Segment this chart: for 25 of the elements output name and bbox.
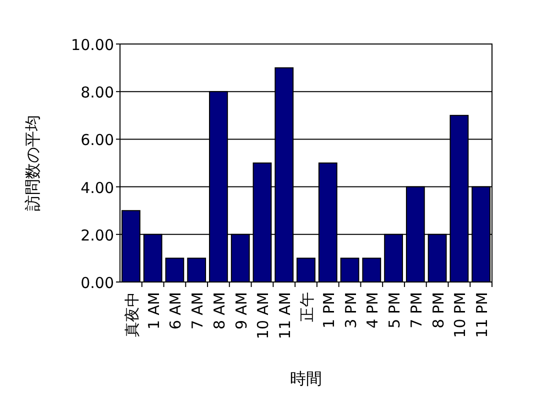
y-tick-label: 4.00 <box>80 178 114 197</box>
x-tick-label: 4 PM <box>364 292 382 328</box>
x-tick-label: 7 PM <box>407 292 426 328</box>
x-tick-label: 8 PM <box>429 292 448 328</box>
x-tick-label: 11 PM <box>473 292 492 338</box>
x-tick-label: 11 AM <box>276 292 294 340</box>
y-tick-label: 6.00 <box>80 131 114 150</box>
y-tick-label: 0.00 <box>80 274 114 292</box>
y-axis-title: 訪問数の平均 <box>23 115 42 211</box>
x-tick-label: 1 AM <box>144 292 163 330</box>
x-tick-label: 10 PM <box>451 292 470 338</box>
x-axis-title: 時間 <box>290 369 322 388</box>
x-tick-label: 10 AM <box>254 292 272 340</box>
x-tick-label: 3 PM <box>342 292 360 328</box>
x-tick-label: 正午 <box>298 292 316 322</box>
y-tick-label: 10.00 <box>71 36 114 54</box>
x-tick-label: 真夜中 <box>122 292 141 337</box>
x-tick-label: 5 PM <box>386 292 404 328</box>
x-tick-label: 7 AM <box>188 292 207 330</box>
x-tick-label: 1 PM <box>320 292 338 328</box>
y-tick-label: 2.00 <box>80 226 114 244</box>
x-tick-label: 8 AM <box>210 292 228 330</box>
x-tick-label: 6 AM <box>166 292 185 330</box>
x-tick-label: 9 AM <box>232 292 250 330</box>
y-tick-label: 8.00 <box>80 84 114 102</box>
